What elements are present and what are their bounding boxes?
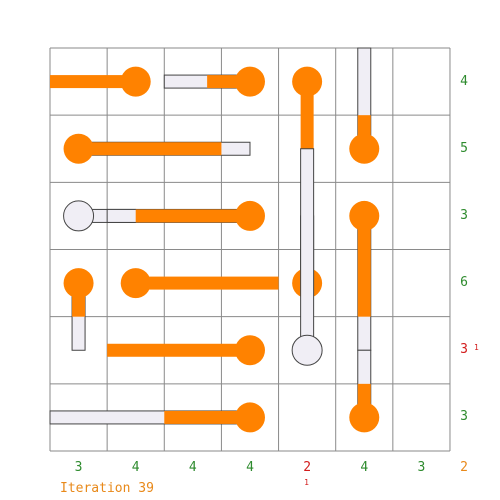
thermometer[interactable] (50, 66, 151, 97)
thermometer-bulb (120, 268, 151, 299)
column-clue: 3 (74, 460, 83, 475)
thermometer[interactable] (292, 66, 323, 149)
thermometer-fill (164, 410, 250, 424)
row-clue: 5 (460, 140, 468, 156)
thermometers (49, 47, 380, 433)
row-clue: 3 (460, 342, 468, 358)
thermometer-fill (300, 81, 314, 149)
thermometer-bulb (63, 268, 94, 299)
column-clue-error-count: 1 (304, 478, 309, 487)
thermometer-fill (78, 142, 222, 156)
thermometer[interactable] (291, 148, 323, 366)
thermometer-fill (107, 343, 250, 357)
thermometer-tube (300, 148, 315, 351)
thermometer-bulb (234, 200, 265, 231)
thermometer[interactable] (63, 133, 251, 164)
thermometer-bulb (120, 66, 151, 97)
thermometer[interactable] (163, 66, 265, 97)
column-clue: 4 (360, 460, 369, 475)
row-clue: 3 (460, 207, 468, 223)
thermometer-bulb (234, 402, 265, 433)
thermometer[interactable] (106, 200, 265, 231)
row-clue: 4 (460, 73, 468, 89)
row-clue-error-count: 1 (474, 343, 479, 353)
thermometer[interactable] (120, 268, 279, 299)
thermometer-fill (357, 215, 371, 317)
grid (49, 47, 451, 452)
column-clue: 4 (131, 460, 140, 475)
thermometer[interactable] (349, 47, 380, 164)
thermometer[interactable] (49, 402, 265, 433)
thermometer[interactable] (349, 349, 380, 433)
thermometer[interactable] (349, 200, 380, 351)
row-clue: 6 (460, 275, 468, 291)
thermometer-bulb (349, 133, 380, 164)
column-clue: 2 (303, 460, 312, 475)
thermometer-bulb (63, 200, 95, 232)
thermometer-fill (135, 276, 279, 290)
column-clue: 4 (246, 460, 254, 475)
thermometer-bulb (291, 334, 323, 366)
corner-clue: 2 (460, 460, 468, 475)
thermometer-fill (50, 75, 136, 89)
thermometer-bulb (234, 335, 265, 366)
column-clue: 4 (188, 460, 197, 475)
thermometer[interactable] (107, 335, 265, 366)
thermometer-fill (135, 209, 250, 223)
row-clue: 3 (460, 409, 468, 425)
iteration-status: Iteration 39 (60, 481, 154, 496)
thermometer-bulb (349, 402, 380, 433)
thermometer-bulb (292, 66, 323, 97)
thermometer-bulb (63, 133, 94, 164)
thermometer[interactable] (63, 268, 94, 351)
thermometer-bulb (349, 200, 380, 231)
column-clue: 3 (417, 460, 426, 475)
thermometer-bulb (234, 66, 265, 97)
